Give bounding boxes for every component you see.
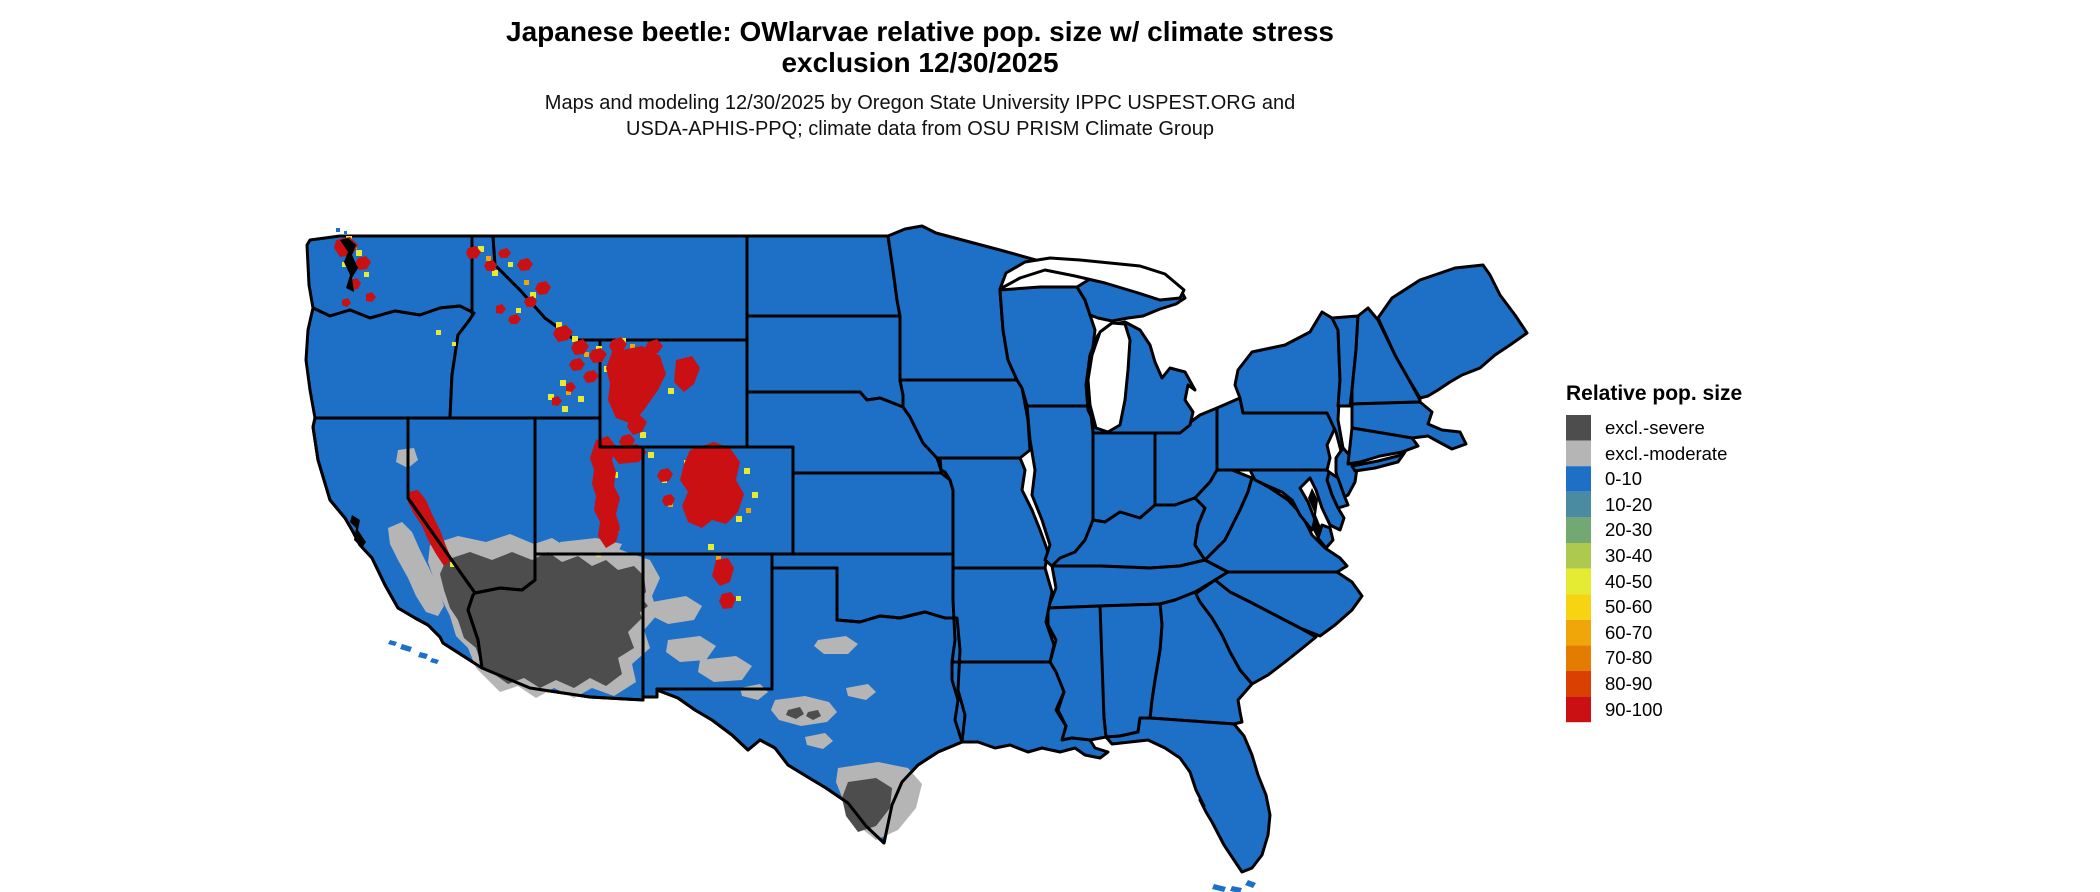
legend-label: 40-50: [1605, 570, 1653, 592]
map-subtitle-line2: USDA-APHIS-PPQ; climate data from OSU PR…: [626, 118, 1214, 140]
great-lakes: [998, 256, 1186, 434]
legend-label: excl.-moderate: [1605, 442, 1728, 464]
legend-swatch: [1566, 568, 1591, 595]
legend-swatch: [1566, 491, 1591, 518]
legend-label: 60-70: [1605, 621, 1653, 643]
state-in: [1091, 431, 1157, 524]
map-legend: Relative pop. size excl.-severe excl.-mo…: [1566, 382, 1866, 723]
legend-label: excl.-severe: [1605, 417, 1705, 438]
state-fl: [1104, 716, 1272, 874]
legend-label: 80-90: [1605, 672, 1653, 694]
map-subtitle-line1: Maps and modeling 12/30/2025 by Oregon S…: [544, 92, 1296, 114]
state-nh: [1350, 306, 1422, 406]
offshore-islands: [336, 228, 1256, 892]
legend-label: 10-20: [1605, 493, 1653, 515]
channel-islands: [388, 640, 439, 664]
legend-swatch: [1566, 415, 1591, 441]
excl-severe-patches: [440, 552, 892, 832]
state-or: [304, 304, 476, 420]
florida-keys: [1212, 880, 1256, 892]
lake-superior: [998, 256, 1186, 302]
legend-labels: excl.-severe excl.-moderate 0-10 10-20 2…: [1591, 415, 1727, 723]
puget-sound-inlet: [340, 238, 358, 292]
legend-swatch: [1566, 517, 1591, 543]
legend-swatch: [1566, 696, 1591, 723]
map-title-line2: exclusion 12/30/2025: [781, 47, 1059, 78]
us-states: [304, 224, 1529, 874]
lake-michigan: [1086, 321, 1132, 434]
state-ks: [791, 471, 955, 556]
legend-label: 90-100: [1605, 698, 1663, 720]
san-francisco-bay: [350, 515, 366, 548]
legend-label: 50-60: [1605, 596, 1653, 618]
state-ct-ri: [1346, 426, 1420, 466]
legend-label: 0-10: [1605, 468, 1643, 490]
legend-swatch: [1566, 466, 1591, 492]
legend-swatch: [1566, 594, 1591, 620]
legend-color-bar: [1566, 415, 1591, 723]
water-inlets: [340, 238, 1322, 548]
legend-title: Relative pop. size: [1566, 382, 1743, 405]
state-nd: [745, 234, 902, 318]
map-title: Japanese beetle: OWlarvae relative pop. …: [220, 16, 1620, 78]
legend-swatch: [1566, 543, 1591, 569]
legend-swatch: [1566, 645, 1591, 671]
chesapeake-bay: [1308, 488, 1322, 540]
state-md: [1248, 468, 1346, 532]
wa-coast-specks: [336, 228, 347, 234]
state-ar: [950, 566, 1056, 664]
state-va: [1203, 476, 1349, 574]
legend-label: 70-80: [1605, 647, 1653, 669]
map-subtitle: Maps and modeling 12/30/2025 by Oregon S…: [220, 90, 1620, 142]
state-me: [1376, 263, 1529, 400]
legend-swatch: [1566, 671, 1591, 697]
long-island: [1350, 450, 1407, 473]
legend-swatch: [1566, 440, 1591, 467]
legend-label: 20-30: [1605, 519, 1653, 541]
map-title-line1: Japanese beetle: OWlarvae relative pop. …: [506, 16, 1334, 47]
state-wa: [305, 234, 474, 320]
legend-label: 30-40: [1605, 544, 1653, 566]
legend-swatch: [1566, 619, 1591, 646]
high-pop-patches: [334, 237, 744, 609]
